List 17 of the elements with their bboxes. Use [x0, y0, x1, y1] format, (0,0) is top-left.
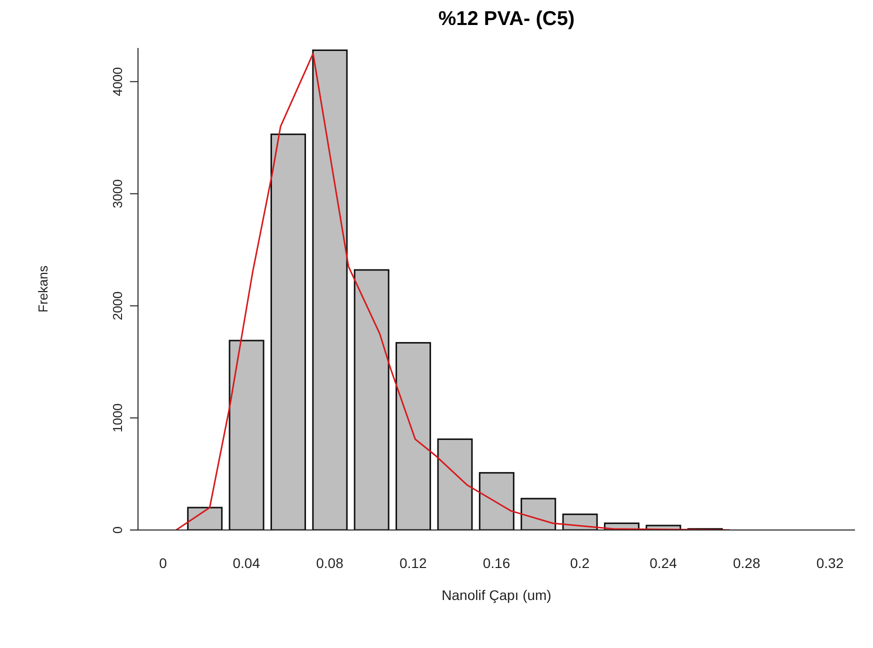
y-tick-label: 4000 [110, 67, 125, 96]
y-tick-label: 3000 [110, 179, 125, 208]
y-tick-label: 2000 [110, 291, 125, 320]
x-tick-label: 0.24 [650, 554, 678, 571]
y-tick-label: 1000 [110, 403, 125, 432]
x-tick-label: 0.16 [482, 554, 510, 571]
x-tick-label: 0.04 [232, 554, 260, 571]
x-tick-label: 0.2 [570, 554, 590, 571]
x-tick-label: 0 [159, 554, 168, 571]
x-tick-label: 0.28 [732, 554, 760, 571]
x-axis-title: Nanolif Çapı (um) [442, 587, 552, 603]
y-tick-label: 0 [110, 526, 125, 534]
x-tick-label: 0.12 [400, 554, 427, 571]
y-axis-title: Frekans [36, 265, 51, 312]
chart-title: %12 PVA- (C5) [437, 8, 576, 31]
x-tick-label: 0.08 [316, 554, 344, 571]
x-tick-label: 0.32 [816, 554, 844, 571]
